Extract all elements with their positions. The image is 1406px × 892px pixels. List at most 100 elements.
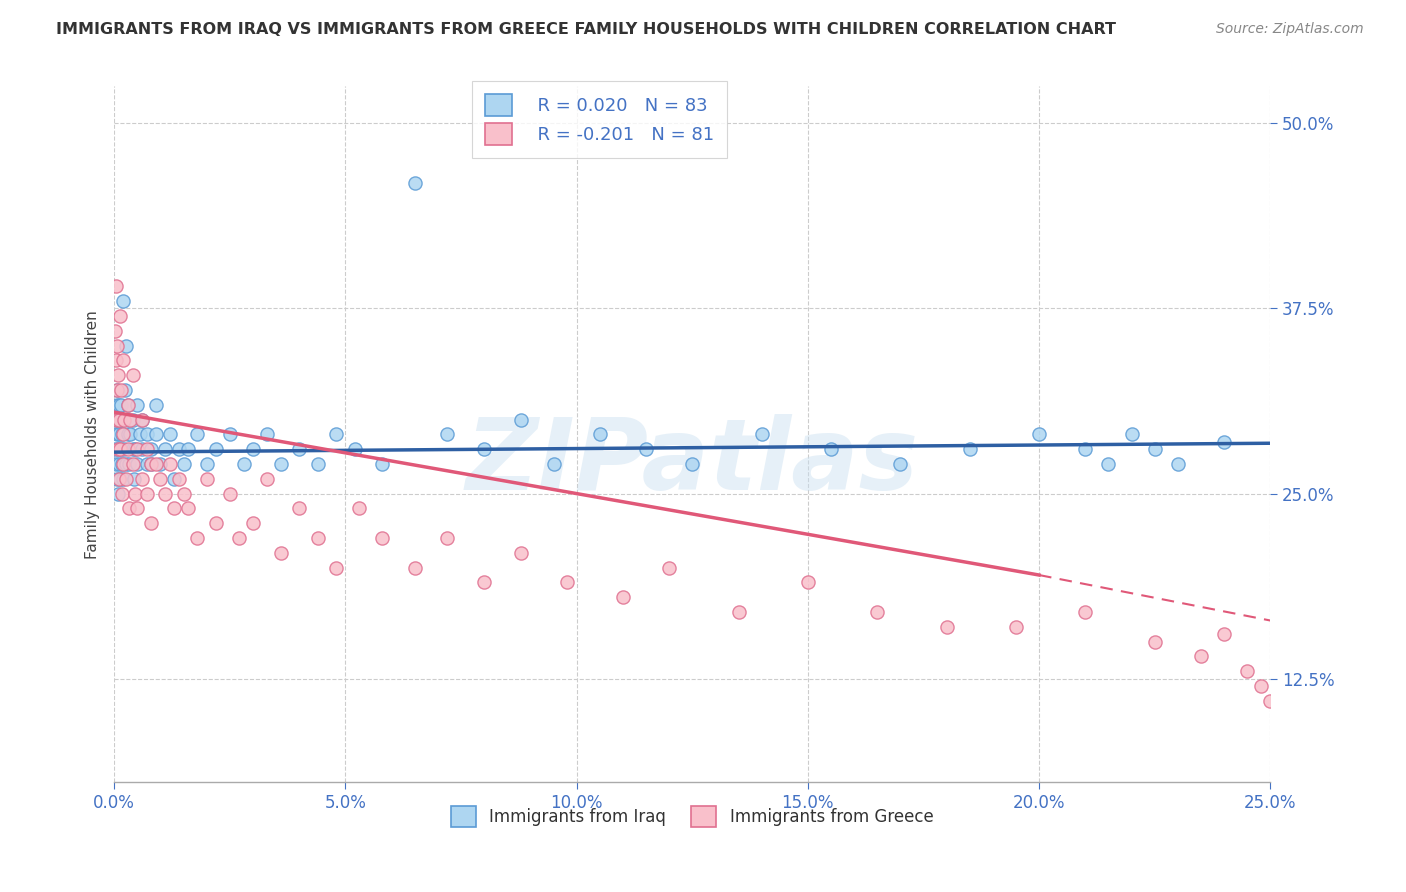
Point	[307, 531, 329, 545]
Point	[242, 442, 264, 457]
Point	[141, 516, 163, 531]
Point	[141, 457, 163, 471]
Point	[256, 427, 278, 442]
Point	[131, 412, 153, 426]
Point	[104, 412, 127, 426]
Point	[557, 575, 579, 590]
Point	[121, 412, 143, 426]
Point	[218, 486, 240, 500]
Point	[1296, 731, 1319, 745]
Point	[436, 531, 458, 545]
Point	[1143, 634, 1166, 648]
Point	[110, 486, 132, 500]
Point	[145, 398, 167, 412]
Point	[118, 457, 141, 471]
Point	[959, 442, 981, 457]
Point	[371, 457, 394, 471]
Point	[1305, 739, 1327, 753]
Point	[135, 442, 157, 457]
Point	[163, 501, 186, 516]
Point	[108, 309, 131, 323]
Point	[1097, 457, 1119, 471]
Point	[173, 457, 195, 471]
Point	[128, 427, 150, 442]
Point	[153, 486, 176, 500]
Point	[149, 457, 172, 471]
Point	[307, 457, 329, 471]
Point	[135, 427, 157, 442]
Point	[118, 501, 141, 516]
Point	[349, 501, 371, 516]
Point	[866, 605, 889, 619]
Point	[117, 427, 139, 442]
Point	[404, 560, 426, 574]
Point	[149, 472, 172, 486]
Point	[121, 442, 143, 457]
Point	[117, 398, 139, 412]
Point	[612, 591, 634, 605]
Point	[111, 427, 134, 442]
Point	[218, 427, 240, 442]
Point	[105, 427, 128, 442]
Point	[195, 457, 218, 471]
Point	[681, 457, 703, 471]
Point	[205, 516, 228, 531]
Point	[634, 442, 657, 457]
Point	[107, 486, 129, 500]
Point	[371, 531, 394, 545]
Point	[751, 427, 773, 442]
Point	[1028, 427, 1050, 442]
Point	[120, 427, 142, 442]
Point	[104, 442, 127, 457]
Point	[108, 412, 131, 426]
Point	[112, 457, 135, 471]
Point	[186, 427, 208, 442]
Point	[131, 442, 153, 457]
Point	[145, 427, 167, 442]
Point	[108, 398, 131, 412]
Point	[107, 338, 129, 352]
Point	[107, 442, 129, 457]
Point	[141, 442, 163, 457]
Point	[797, 575, 820, 590]
Point	[104, 279, 127, 293]
Point	[105, 353, 128, 368]
Point	[105, 457, 128, 471]
Point	[472, 442, 495, 457]
Point	[145, 457, 167, 471]
Point	[114, 472, 136, 486]
Point	[127, 442, 149, 457]
Point	[120, 412, 142, 426]
Point	[472, 575, 495, 590]
Point	[325, 560, 347, 574]
Point	[111, 472, 134, 486]
Point	[1074, 605, 1097, 619]
Point	[889, 457, 911, 471]
Point	[104, 324, 127, 338]
Point	[108, 442, 131, 457]
Point	[195, 472, 218, 486]
Point	[270, 457, 292, 471]
Point	[107, 368, 129, 383]
Point	[115, 338, 138, 352]
Point	[242, 516, 264, 531]
Point	[1213, 627, 1236, 641]
Point	[121, 457, 143, 471]
Point	[105, 398, 128, 412]
Point	[173, 486, 195, 500]
Point	[167, 442, 190, 457]
Point	[1074, 442, 1097, 457]
Point	[110, 398, 132, 412]
Point	[1213, 434, 1236, 449]
Point	[177, 442, 200, 457]
Point	[1282, 716, 1305, 731]
Point	[108, 412, 131, 426]
Point	[436, 427, 458, 442]
Point	[105, 472, 128, 486]
Point	[1329, 753, 1351, 767]
Point	[110, 442, 132, 457]
Point	[131, 472, 153, 486]
Point	[135, 486, 157, 500]
Point	[135, 457, 157, 471]
Point	[510, 412, 533, 426]
